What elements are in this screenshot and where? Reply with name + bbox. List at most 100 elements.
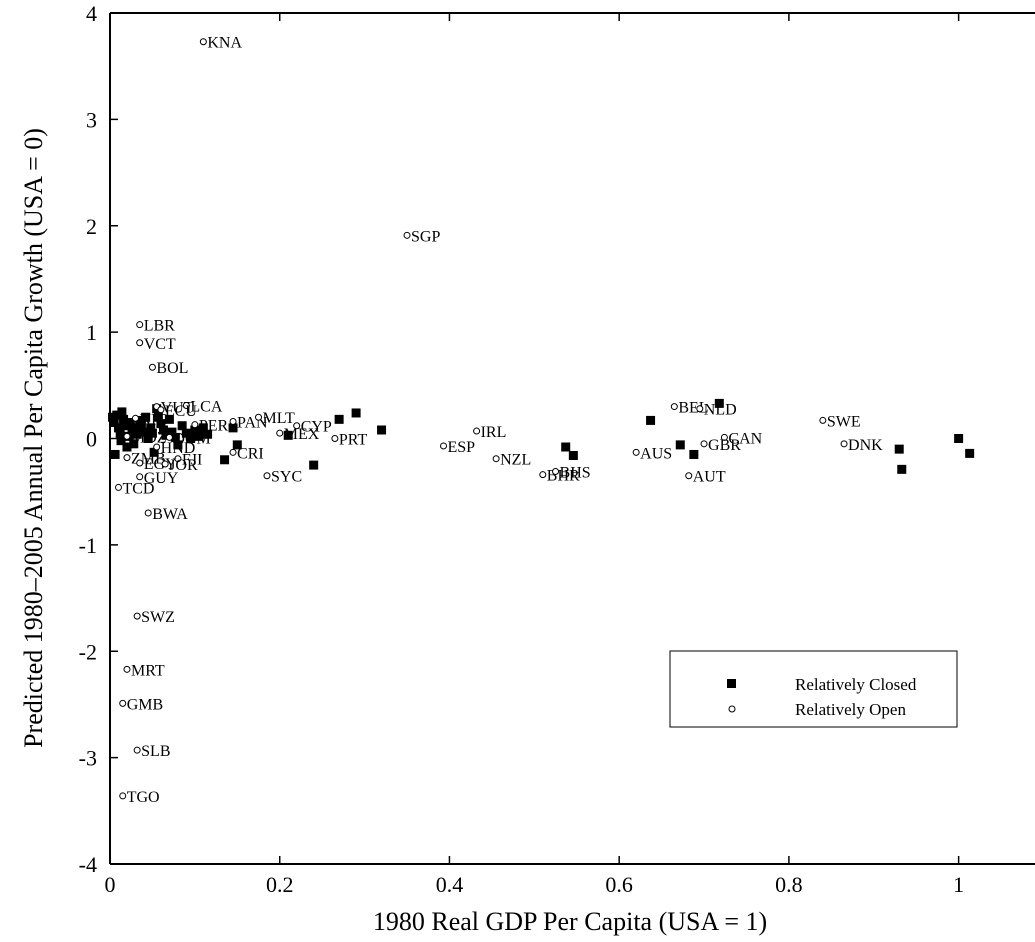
open-point <box>114 483 122 491</box>
x-axis-label: 1980 Real GDP Per Capita (USA = 1) <box>373 907 767 936</box>
open-point <box>492 455 500 463</box>
open-point <box>136 339 144 347</box>
point-label-syc: SYC <box>271 469 302 486</box>
closed-point <box>164 414 174 424</box>
point-label-dom: DOM <box>173 430 210 447</box>
closed-point <box>170 432 180 442</box>
closed-point <box>646 415 656 425</box>
point-label-prt: PRT <box>339 432 368 449</box>
closed-point <box>119 414 129 424</box>
open-point <box>670 403 678 411</box>
open-point <box>119 792 127 800</box>
point-label-swe: SWE <box>827 413 861 430</box>
open-point <box>840 440 848 448</box>
x-tick-label: 1 <box>953 872 964 897</box>
y-tick-label: 3 <box>86 107 97 132</box>
point-label-aut: AUT <box>693 469 726 486</box>
point-label-swz: SWZ <box>141 609 175 626</box>
closed-point <box>228 423 238 433</box>
closed-point <box>203 429 213 439</box>
closed-point <box>377 425 387 435</box>
point-label-kna: KNA <box>207 35 242 52</box>
open-point <box>539 471 547 479</box>
open-point <box>136 473 144 481</box>
closed-point <box>149 447 159 457</box>
point-label-aus: AUS <box>640 445 672 462</box>
axes-layer: 0 0.2 0.4 0.6 0.8 1 -4 -3 -2 -1 0 1 2 3 4 <box>79 1 1035 897</box>
closed-point <box>232 440 242 450</box>
closed-point <box>194 431 204 441</box>
closed-point <box>132 429 142 439</box>
open-point <box>440 442 448 450</box>
point-label-bol: BOL <box>156 360 188 377</box>
point-label-sgp: SGP <box>411 228 440 245</box>
legend-marker-closed <box>727 679 736 688</box>
y-axis-label: Predicted 1980–2005 Annual Per Capita Gr… <box>19 128 48 748</box>
closed-point <box>894 444 904 454</box>
point-label-nig: NIG <box>139 411 168 428</box>
open-point <box>136 459 144 467</box>
open-point <box>819 416 827 424</box>
closed-point <box>309 460 319 470</box>
closed-point <box>110 449 120 459</box>
legend-marker-open <box>728 705 736 713</box>
open-point <box>123 665 131 673</box>
x-tick-label: 0 <box>105 872 116 897</box>
open-point <box>685 472 693 480</box>
closed-point <box>112 410 122 420</box>
closed-point <box>334 414 344 424</box>
point-label-mrt: MRT <box>131 662 165 679</box>
open-point <box>276 429 284 437</box>
closed-point <box>561 442 571 452</box>
point-label-hnd: HND <box>161 440 196 457</box>
open-point <box>131 414 139 422</box>
open-point <box>700 440 708 448</box>
closed-point <box>117 407 127 417</box>
closed-point <box>965 448 975 458</box>
closed-point <box>153 412 163 422</box>
point-label-mlt: MLT <box>263 410 296 427</box>
closed-point <box>136 421 146 431</box>
y-tick-label: -2 <box>79 639 97 664</box>
point-label-vct: VCT <box>144 336 176 353</box>
point-label-moz: MOZ <box>131 429 167 446</box>
open-point <box>331 435 339 442</box>
point-label-slb: SLB <box>141 743 170 760</box>
open-point <box>153 443 161 451</box>
point-label-tgo: TGO <box>127 789 160 806</box>
point-label-mex: MEX <box>284 426 320 443</box>
point-label-tcd: TCD <box>122 480 154 497</box>
open-point <box>229 417 237 425</box>
open-point <box>123 432 131 440</box>
x-tick-label: 0.6 <box>605 872 633 897</box>
open-point <box>191 421 199 429</box>
open-point <box>632 448 640 456</box>
point-label-esp: ESP <box>448 439 476 456</box>
y-tick-label: -4 <box>79 852 97 877</box>
point-label-nld: NLD <box>704 402 737 419</box>
y-tick-label: -3 <box>79 746 97 771</box>
open-point <box>119 699 127 707</box>
point-label-dnk: DNK <box>848 437 883 454</box>
point-label-nzl: NZL <box>500 452 531 469</box>
point-label-cyp: CYP <box>301 419 332 436</box>
closed-point <box>130 423 140 433</box>
y-tick-label: 4 <box>86 1 97 26</box>
closed-point <box>351 408 361 418</box>
open-point <box>165 433 173 441</box>
legend-label-open: Relatively Open <box>795 700 906 719</box>
point-label-irl: IRL <box>481 424 507 441</box>
open-point <box>552 467 560 475</box>
closed-point <box>147 428 157 438</box>
point-label-bwa: BWA <box>152 506 188 523</box>
closed-point <box>689 449 699 459</box>
closed-point <box>158 425 168 435</box>
closed-point <box>115 428 125 438</box>
x-tick-label: 0.2 <box>266 872 294 897</box>
point-label-ecu: ECU <box>165 403 197 420</box>
point-label-egy: EGY <box>144 456 177 473</box>
legend: Relatively Closed Relatively Open <box>669 650 958 728</box>
open-point <box>144 509 152 517</box>
point-label-cri: CRI <box>237 445 264 462</box>
